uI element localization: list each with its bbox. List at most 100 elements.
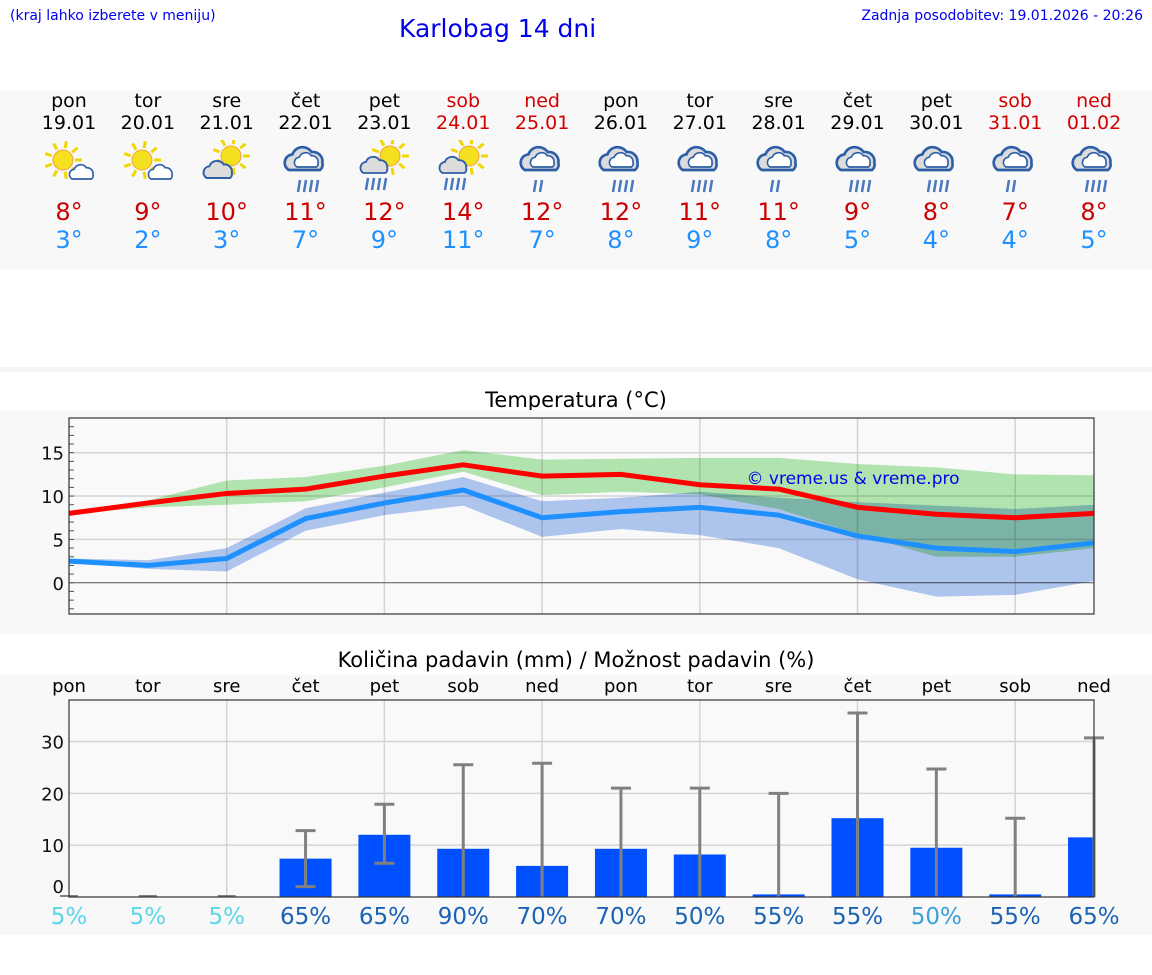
day-name: pon bbox=[603, 90, 639, 112]
max-temperature: 8° bbox=[55, 198, 83, 226]
rain-icon bbox=[611, 179, 635, 193]
sun-rain-cloud-icon bbox=[359, 140, 410, 191]
cloud-shape bbox=[766, 151, 792, 168]
sun-disc bbox=[52, 149, 74, 171]
cloud-shape bbox=[202, 159, 233, 179]
raindrop bbox=[702, 179, 708, 193]
day-date: 01.02 bbox=[1066, 112, 1122, 134]
sun-rain-cloud-icon bbox=[438, 140, 489, 191]
raindrop bbox=[860, 179, 865, 193]
rain-icon bbox=[296, 179, 319, 193]
location-menu-hint: (kraj lahko izberete v meniju) bbox=[10, 8, 216, 24]
min-temperature: 11° bbox=[441, 226, 485, 254]
raindrop bbox=[939, 179, 944, 193]
raindrop bbox=[296, 179, 301, 193]
sun-ray bbox=[71, 146, 79, 154]
sun-ray bbox=[390, 167, 396, 175]
sun-disc bbox=[131, 149, 153, 171]
day-name: pon bbox=[51, 90, 87, 112]
sun-ray bbox=[390, 140, 395, 145]
rain-cloud-icon bbox=[282, 145, 324, 193]
raindrop bbox=[371, 177, 376, 191]
plot-frame bbox=[68, 417, 1095, 615]
cloud-icon bbox=[766, 151, 792, 168]
x-tick-label: pon bbox=[604, 676, 638, 697]
rain-icon bbox=[444, 177, 467, 191]
min-temperature: 3° bbox=[213, 226, 241, 254]
x-tick-label: čet bbox=[843, 676, 872, 697]
precipitation-probability: 5% bbox=[50, 904, 88, 930]
raindrop bbox=[314, 179, 319, 193]
max-temperature: 11° bbox=[757, 198, 800, 226]
sun-ray bbox=[123, 152, 132, 158]
sun-ray bbox=[52, 142, 59, 151]
raindrop bbox=[611, 179, 617, 193]
rain-cloud-icon bbox=[598, 145, 639, 193]
x-tick-label: sre bbox=[212, 676, 241, 697]
raindrop bbox=[927, 179, 932, 193]
cloud-shape bbox=[923, 151, 950, 168]
cloud-shape bbox=[845, 151, 871, 168]
precipitation-probability: 55% bbox=[753, 904, 805, 930]
min-temperature: 7° bbox=[291, 226, 320, 254]
precipitation-probability: 70% bbox=[516, 904, 568, 930]
max-temperature: 12° bbox=[599, 198, 643, 226]
max-temperature: 8° bbox=[1080, 198, 1108, 226]
sun-ray bbox=[44, 162, 53, 168]
max-temperature-band bbox=[69, 450, 1095, 557]
cloud-icon bbox=[147, 163, 173, 180]
min-temperature: 4° bbox=[922, 226, 950, 254]
sun-icon bbox=[123, 141, 161, 179]
raindrop bbox=[690, 179, 696, 193]
sun-ray bbox=[63, 171, 68, 179]
raindrop bbox=[769, 179, 774, 193]
day-name: sre bbox=[764, 90, 794, 112]
max-temperature: 12° bbox=[520, 198, 564, 226]
daily-forecast-strip bbox=[0, 90, 1152, 270]
y-tick-label: 5 bbox=[53, 530, 64, 551]
raindrop bbox=[945, 179, 950, 193]
cloud-icon bbox=[293, 151, 319, 168]
min-temperature: 3° bbox=[55, 226, 83, 254]
precipitation-probability: 55% bbox=[831, 904, 884, 930]
rain-icon bbox=[1005, 179, 1017, 193]
raindrop bbox=[1005, 179, 1011, 193]
cloud-icon bbox=[608, 151, 634, 168]
raindrop bbox=[532, 179, 538, 193]
raindrop bbox=[308, 179, 313, 193]
sun-small-cloud-icon bbox=[123, 141, 173, 180]
max-temperature: 10° bbox=[205, 198, 248, 226]
day-date: 26.01 bbox=[593, 112, 649, 134]
sun-ray bbox=[142, 171, 147, 179]
day-name: pet bbox=[368, 90, 400, 112]
raindrop bbox=[933, 179, 938, 193]
raindrop bbox=[866, 179, 871, 193]
cloud-shape bbox=[529, 151, 556, 168]
last-updated: Zadnja posodobitev: 19.01.2026 - 20:26 bbox=[861, 8, 1143, 24]
rain-cloud-icon bbox=[677, 145, 718, 193]
raindrop bbox=[365, 177, 370, 191]
raindrop bbox=[775, 179, 780, 193]
plot-frame bbox=[68, 699, 1095, 898]
max-temperature: 8° bbox=[922, 198, 950, 226]
raindrop bbox=[456, 177, 461, 191]
cloud-shape bbox=[1002, 151, 1029, 168]
rain-cloud-icon bbox=[992, 145, 1034, 193]
raindrop bbox=[377, 177, 382, 191]
day-date: 29.01 bbox=[830, 112, 885, 134]
sun-ray bbox=[379, 140, 386, 147]
sun-ray bbox=[44, 152, 53, 158]
max-temperature: 11° bbox=[678, 198, 722, 226]
sun-ray bbox=[450, 148, 459, 154]
min-temperature: 9° bbox=[686, 226, 714, 254]
sun-ray bbox=[231, 140, 236, 145]
raindrop bbox=[1084, 179, 1090, 193]
precipitation-probability: 5% bbox=[208, 904, 245, 930]
raindrop bbox=[1011, 179, 1017, 193]
sun-ray bbox=[131, 169, 138, 178]
sun-ray bbox=[398, 142, 406, 150]
day-name: ned bbox=[1076, 90, 1112, 112]
raindrop bbox=[617, 179, 623, 193]
max-temperature: 7° bbox=[1001, 198, 1029, 226]
